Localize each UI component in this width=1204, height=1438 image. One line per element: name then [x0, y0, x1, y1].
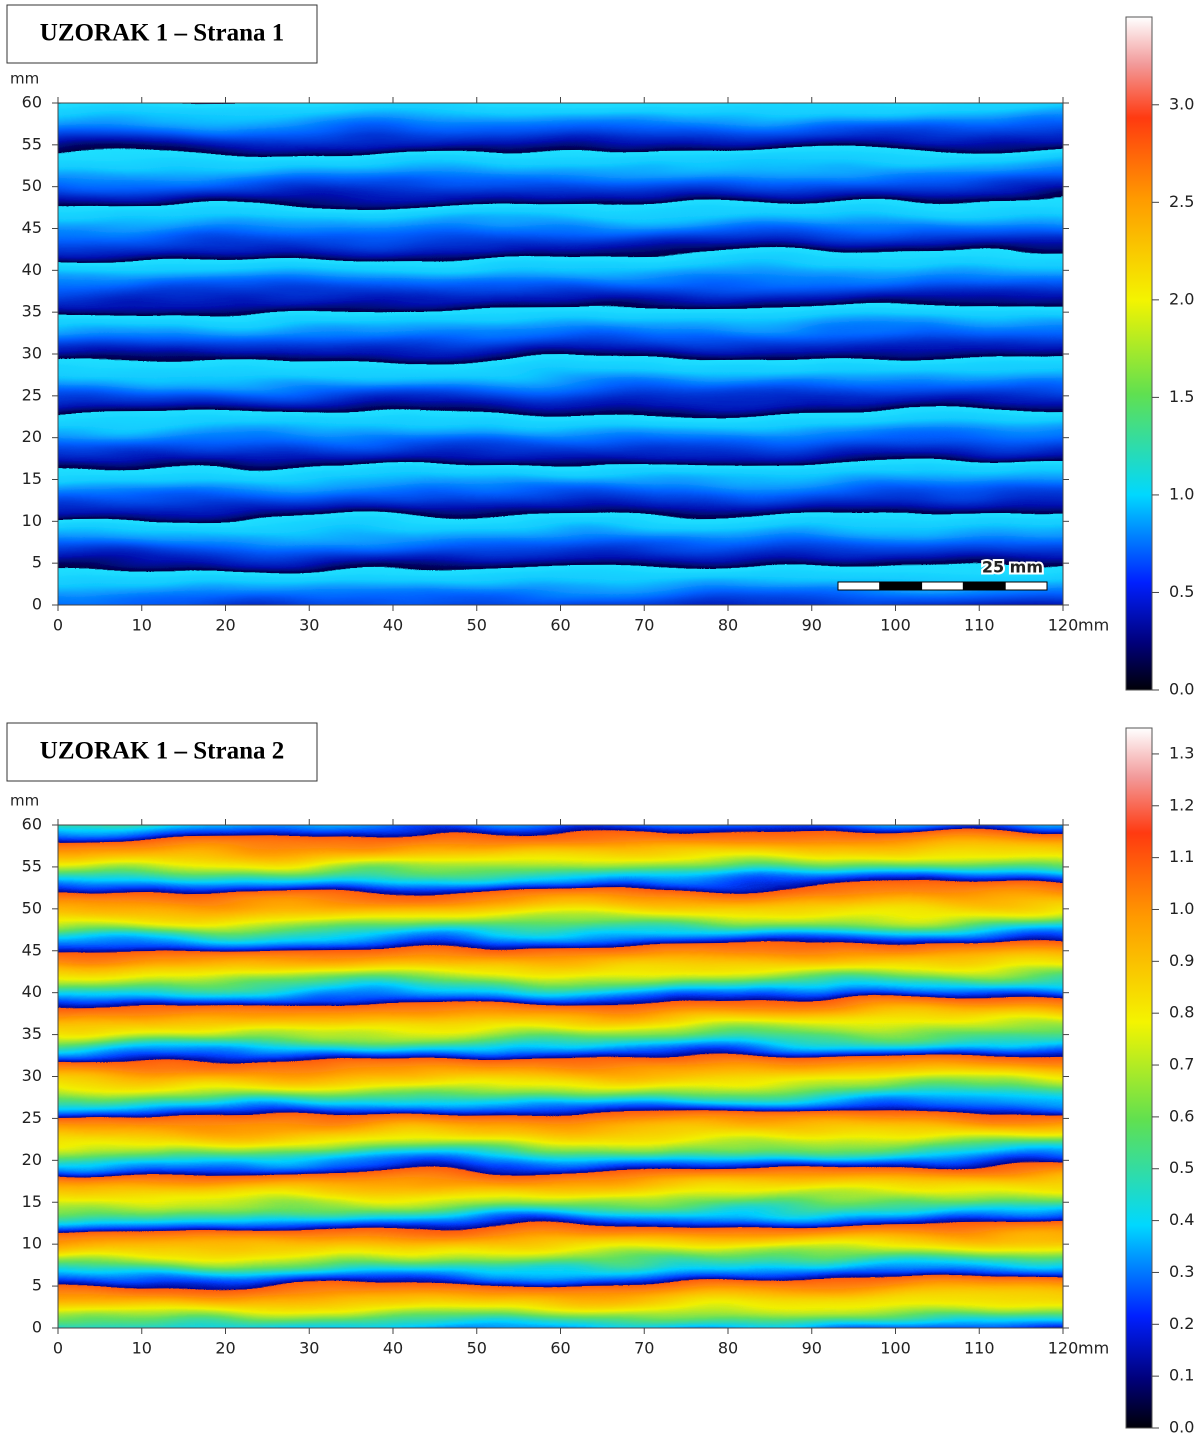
x-tick-label: 100: [880, 616, 911, 635]
y-tick-label: 5: [32, 553, 42, 572]
colorbar-tick-label: 0.5: [1169, 582, 1194, 601]
x-tick-label: 60: [550, 1339, 570, 1358]
scale-bar: [1004, 581, 1048, 591]
x-tick-label: 80: [718, 616, 738, 635]
colorbar-tick-label: 0.8: [1169, 1003, 1194, 1022]
y-tick-label: 25: [22, 1108, 42, 1127]
colorbar-tick-label: 1.1: [1169, 847, 1194, 866]
y-tick-label: 0: [32, 1318, 42, 1337]
x-tick-label: 20: [215, 616, 235, 635]
y-tick-label: 60: [22, 93, 42, 112]
scale-bar: [879, 581, 923, 591]
colorbar-tick-label: 1.3: [1169, 743, 1194, 762]
panel-title: UZORAK 1 – Strana 2: [40, 738, 284, 765]
x-tick-label: 120: [1048, 1339, 1079, 1358]
colorbar-tick-label: 0.9: [1169, 951, 1194, 970]
y-tick-label: 55: [22, 134, 42, 153]
y-tick-label: 35: [22, 302, 42, 321]
colorbar: [1125, 727, 1153, 1429]
y-axis-label: mm: [10, 792, 39, 810]
y-tick-label: 40: [22, 982, 42, 1001]
colorbar-tick-label: 0.1: [1169, 1366, 1194, 1385]
colorbar: [1125, 16, 1153, 691]
x-tick-label: 90: [802, 1339, 822, 1358]
colorbar-tick-label: 2.5: [1169, 192, 1194, 211]
y-tick-label: 35: [22, 1024, 42, 1043]
x-tick-label: 30: [299, 616, 319, 635]
x-tick-label: 100: [880, 1339, 911, 1358]
x-tick-label: 30: [299, 1339, 319, 1358]
colorbar-tick-label: 0.0: [1169, 1418, 1194, 1437]
colorbar-tick-label: 0.4: [1169, 1210, 1194, 1229]
x-axis-label: mm: [1078, 1339, 1109, 1358]
x-tick-label: 20: [215, 1339, 235, 1358]
colorbar-tick-label: 0.7: [1169, 1055, 1194, 1074]
x-tick-label: 70: [634, 616, 654, 635]
y-tick-label: 15: [22, 469, 42, 488]
x-tick-label: 80: [718, 1339, 738, 1358]
y-tick-label: 55: [22, 856, 42, 875]
surface-texture: [58, 103, 1063, 605]
x-tick-label: 10: [132, 1339, 152, 1358]
colorbar-tick-label: 0.0: [1169, 680, 1194, 699]
x-tick-label: 90: [802, 616, 822, 635]
title-box: [6, 722, 318, 782]
x-axis-label: mm: [1078, 616, 1109, 635]
x-tick-label: 0: [53, 616, 63, 635]
y-tick-label: 0: [32, 595, 42, 614]
heatmap-image: [58, 103, 1063, 605]
scale-bar-label: 25 mm: [982, 558, 1043, 577]
x-tick-label: 120: [1048, 616, 1079, 635]
x-tick-label: 10: [132, 616, 152, 635]
colorbar-tick-label: 1.0: [1169, 484, 1194, 503]
x-tick-label: 110: [964, 616, 995, 635]
title-box: [6, 4, 318, 64]
x-tick-label: 110: [964, 1339, 995, 1358]
colorbar-tick-label: 2.0: [1169, 289, 1194, 308]
panel-title: UZORAK 1 – Strana 1: [40, 20, 284, 47]
y-tick-label: 30: [22, 1066, 42, 1085]
x-tick-label: 0: [53, 1339, 63, 1358]
x-tick-label: 50: [467, 1339, 487, 1358]
y-tick-label: 5: [32, 1276, 42, 1295]
y-axis-label: mm: [10, 70, 39, 88]
scale-bar: [921, 581, 964, 591]
colorbar-tick-label: 1.2: [1169, 795, 1194, 814]
y-tick-label: 50: [22, 176, 42, 195]
colorbar-tick-label: 1.5: [1169, 387, 1194, 406]
x-tick-label: 60: [550, 616, 570, 635]
surface-texture: [58, 825, 1063, 1328]
colorbar-tick-label: 0.6: [1169, 1106, 1194, 1125]
x-tick-label: 70: [634, 1339, 654, 1358]
y-tick-label: 20: [22, 427, 42, 446]
x-tick-label: 50: [467, 616, 487, 635]
y-tick-label: 45: [22, 940, 42, 959]
colorbar-tick-label: 0.3: [1169, 1262, 1194, 1281]
heatmap-image: [58, 825, 1063, 1328]
x-tick-label: 40: [383, 1339, 403, 1358]
y-tick-label: 40: [22, 260, 42, 279]
y-tick-label: 15: [22, 1192, 42, 1211]
y-tick-label: 25: [22, 385, 42, 404]
y-tick-label: 10: [22, 511, 42, 530]
colorbar-tick-label: 3.0: [1169, 94, 1194, 113]
colorbar-tick-label: 0.5: [1169, 1158, 1194, 1177]
x-tick-label: 40: [383, 616, 403, 635]
y-tick-label: 10: [22, 1234, 42, 1253]
y-tick-label: 60: [22, 815, 42, 834]
scale-bar: [837, 581, 881, 591]
colorbar-tick-label: 1.0: [1169, 899, 1194, 918]
scale-bar: [962, 581, 1006, 591]
y-tick-label: 45: [22, 218, 42, 237]
y-tick-label: 50: [22, 898, 42, 917]
y-tick-label: 30: [22, 344, 42, 363]
y-tick-label: 20: [22, 1150, 42, 1169]
colorbar-tick-label: 0.2: [1169, 1314, 1194, 1333]
